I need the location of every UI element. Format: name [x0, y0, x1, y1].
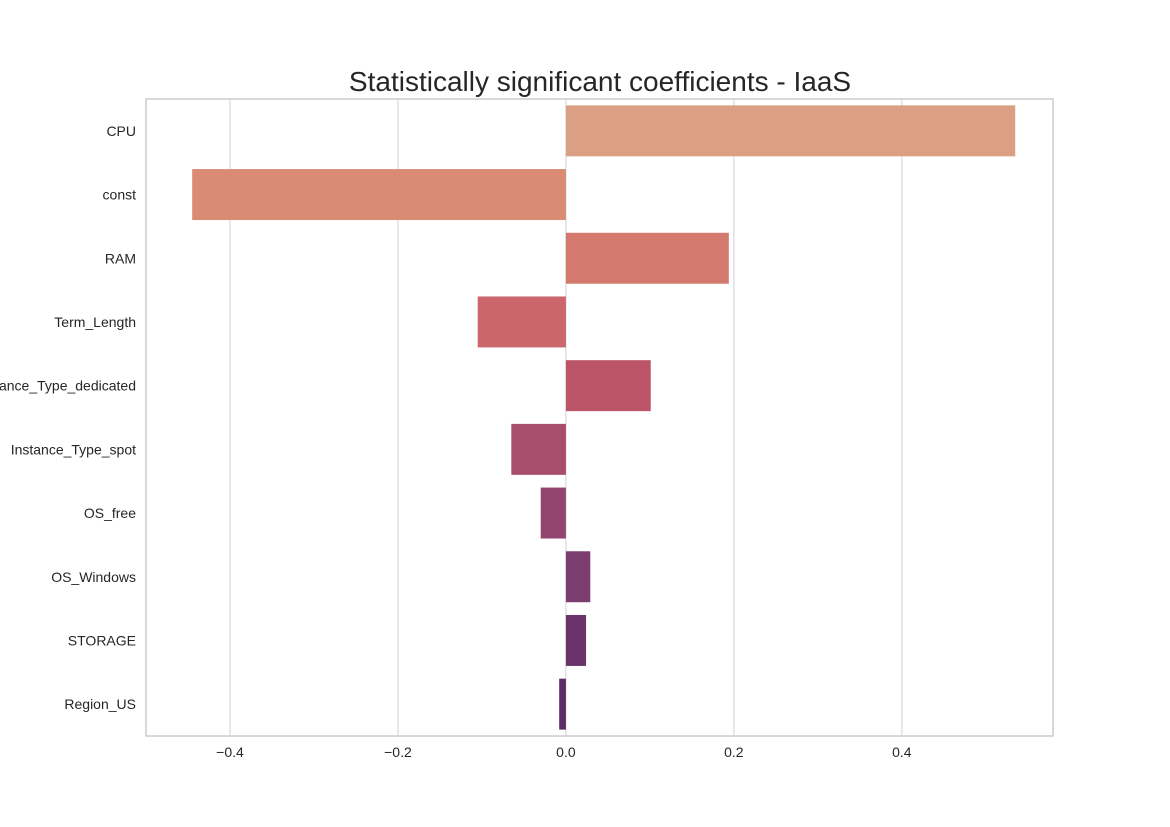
bars	[192, 105, 1016, 730]
bar-const	[192, 169, 566, 221]
y-tick-label: STORAGE	[68, 632, 136, 648]
bar-instance-type-spot	[511, 423, 566, 475]
y-tick-label: const	[103, 187, 137, 203]
bar-region-us	[559, 678, 566, 730]
y-tick-labels: CPU const RAM Term_Length Instance_Type_dedi…	[0, 123, 136, 712]
y-tick-label: Instance_Type_spot	[11, 441, 136, 457]
bar-os-free	[540, 487, 566, 539]
y-tick-label: Region_US	[64, 696, 136, 712]
x-tick-label: 0.2	[724, 744, 744, 760]
bar-cpu	[565, 105, 1016, 157]
y-tick-label: Term_Length	[54, 314, 136, 330]
bar-ram	[565, 232, 729, 284]
bar-instance-type-dedicated	[565, 360, 651, 412]
plot-frame	[145, 98, 1054, 737]
x-tick-label: −0.2	[384, 744, 412, 760]
y-tick-label: OS_Windows	[51, 569, 136, 585]
x-tick-label: 0.4	[892, 744, 912, 760]
x-tick-labels: −0.4 −0.2 0.0 0.2 0.4	[216, 744, 912, 760]
y-tick-label: OS_free	[84, 505, 136, 521]
x-tick-label: 0.0	[556, 744, 576, 760]
y-tick-label: Instance_Type_dedicated	[0, 378, 136, 394]
x-tick-label: −0.4	[216, 744, 244, 760]
bar-os-windows	[565, 551, 591, 603]
chart-title: Statistically significant coefficients -…	[349, 66, 851, 97]
bar-storage	[565, 614, 587, 666]
bar-term-length	[477, 296, 566, 348]
y-tick-label: RAM	[105, 250, 136, 266]
y-tick-label: CPU	[106, 123, 136, 139]
